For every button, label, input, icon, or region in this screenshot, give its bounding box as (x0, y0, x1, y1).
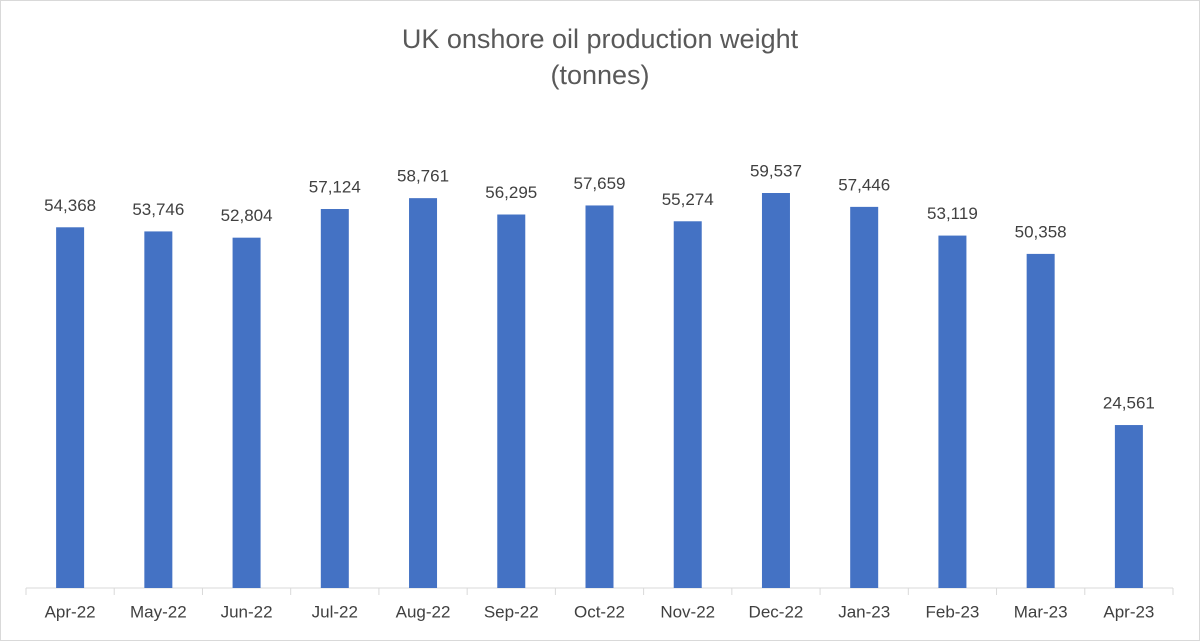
bar (56, 227, 85, 588)
x-tick-label: May-22 (130, 602, 187, 621)
data-label: 24,561 (1103, 394, 1155, 413)
bar (497, 214, 526, 588)
chart-subtitle: (tonnes) (550, 60, 649, 90)
data-label: 53,746 (132, 200, 184, 219)
chart-title: UK onshore oil production weight (402, 24, 799, 54)
x-tick-label: Jul-22 (312, 602, 358, 621)
data-label: 59,537 (750, 161, 802, 180)
bar (1114, 425, 1143, 588)
bar (850, 206, 879, 588)
data-label: 52,804 (221, 206, 273, 225)
data-label: 50,358 (1015, 222, 1067, 241)
data-label: 57,446 (838, 175, 890, 194)
bar (144, 231, 173, 588)
x-tick-label: Dec-22 (749, 602, 804, 621)
x-tick-label: Jan-23 (838, 602, 890, 621)
x-tick-label: Apr-23 (1103, 602, 1154, 621)
x-tick-label: Oct-22 (574, 602, 625, 621)
data-label: 58,761 (397, 167, 449, 186)
bar (232, 237, 261, 588)
x-tick-label: Mar-23 (1014, 602, 1068, 621)
x-tick-label: Nov-22 (660, 602, 715, 621)
x-tick-label: Aug-22 (396, 602, 451, 621)
x-tick-label: Jun-22 (221, 602, 273, 621)
bar (1026, 253, 1055, 588)
data-label: 57,124 (309, 177, 361, 196)
data-label: 53,119 (927, 204, 978, 223)
data-label: 55,274 (662, 190, 714, 209)
bar (409, 198, 438, 589)
x-tick-label: Apr-22 (45, 602, 96, 621)
data-label: 56,295 (485, 183, 537, 202)
bar (320, 209, 349, 588)
bar (673, 221, 702, 588)
bar (585, 205, 614, 588)
data-label: 54,368 (44, 196, 96, 215)
bar (761, 193, 790, 588)
x-tick-label: Feb-23 (925, 602, 979, 621)
data-label: 57,659 (574, 174, 626, 193)
x-tick-label: Sep-22 (484, 602, 539, 621)
bar (938, 235, 967, 588)
